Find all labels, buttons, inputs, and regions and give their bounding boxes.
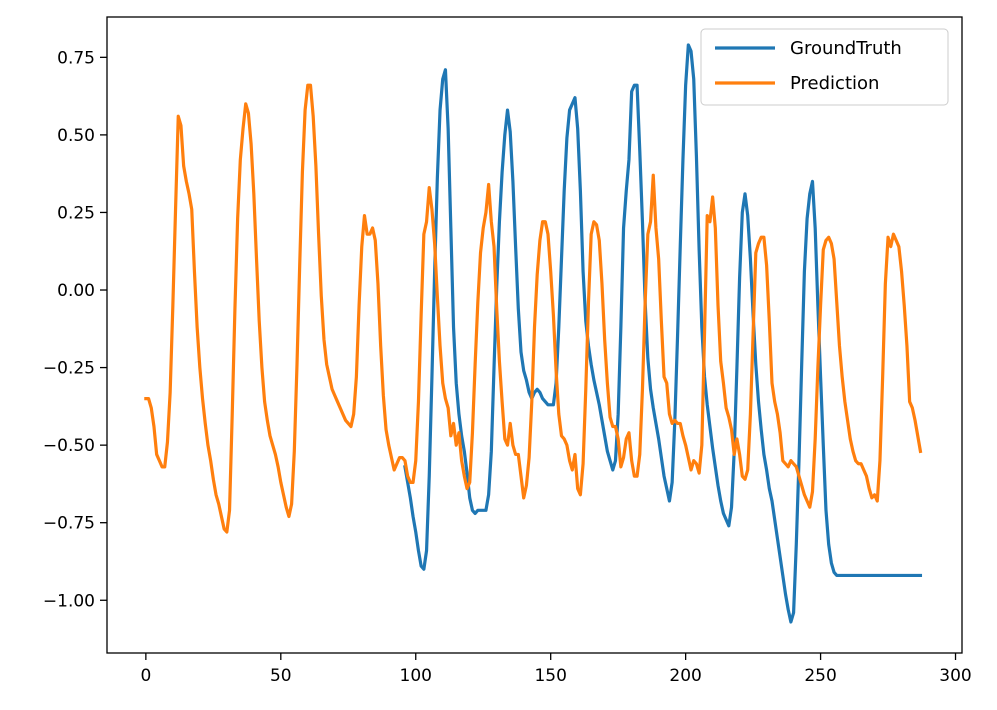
- x-tick-label: 50: [270, 666, 292, 686]
- y-tick-label: −0.50: [43, 436, 95, 456]
- y-tick-label: −0.75: [43, 514, 95, 534]
- y-tick-label: −1.00: [43, 591, 95, 611]
- x-axis: 0 50 100 150 200 250 300: [140, 653, 972, 686]
- legend-label-prediction: Prediction: [790, 73, 879, 94]
- y-tick-label: 0.25: [57, 203, 95, 223]
- x-tick-label: 300: [939, 666, 971, 686]
- y-tick-label: 0.50: [57, 126, 95, 146]
- plot-area-frame: [106, 16, 963, 654]
- x-tick-label: 250: [804, 666, 836, 686]
- y-tick-label: −0.25: [43, 359, 95, 379]
- y-axis: −1.00 −0.75 −0.50 −0.25 0.00 0.25 0.50 0.75: [43, 48, 107, 611]
- y-tick-label: 0.00: [57, 281, 95, 301]
- series-line-groundtruth: [403, 43, 923, 624]
- x-tick-label: 200: [669, 666, 701, 686]
- x-tick-label: 0: [140, 666, 151, 686]
- legend: GroundTruth Prediction: [700, 28, 949, 106]
- legend-label-groundtruth: GroundTruth: [790, 38, 902, 59]
- series-layer: [144, 43, 923, 624]
- series-line-prediction: [144, 83, 923, 534]
- x-tick-label: 100: [400, 666, 432, 686]
- y-tick-label: 0.75: [57, 48, 95, 68]
- x-tick-label: 150: [534, 666, 566, 686]
